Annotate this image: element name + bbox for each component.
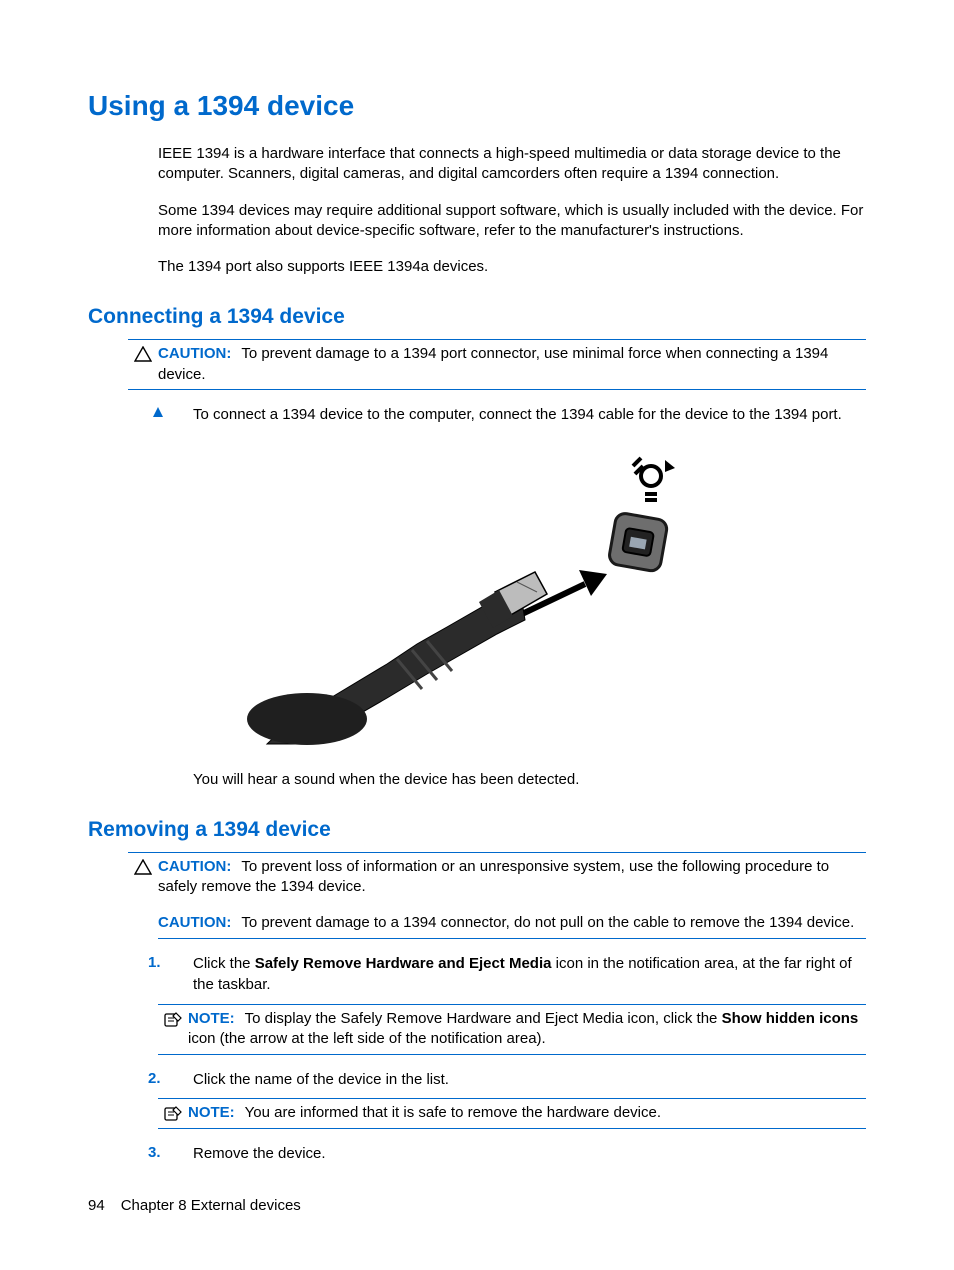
note-text: You are informed that it is safe to remo… xyxy=(245,1104,661,1121)
step-number: 2. xyxy=(148,1069,193,1087)
figure-1394-cable xyxy=(88,444,866,754)
step-after-text: You will hear a sound when the device ha… xyxy=(193,770,866,790)
step-text: Remove the device. xyxy=(193,1143,866,1165)
step-text: Click the name of the device in the list… xyxy=(193,1069,866,1091)
page-title: Using a 1394 device xyxy=(88,90,866,122)
note-block: NOTE: You are informed that it is safe to… xyxy=(158,1098,866,1128)
caution-text: To prevent damage to a 1394 connector, d… xyxy=(241,914,854,931)
note-text-bold: Show hidden icons xyxy=(722,1010,859,1027)
intro-block: IEEE 1394 is a hardware interface that c… xyxy=(158,144,866,277)
step-row: 1. Click the Safely Remove Hardware and … xyxy=(148,953,866,997)
intro-paragraph: IEEE 1394 is a hardware interface that c… xyxy=(158,144,866,185)
caution-triangle-icon xyxy=(134,346,152,362)
step-number: 1. xyxy=(148,953,193,971)
caution-text: To prevent loss of information or an unr… xyxy=(158,858,829,895)
note-label: NOTE: xyxy=(188,1010,235,1027)
caution-block: CAUTION:To prevent loss of information o… xyxy=(128,852,866,902)
caution-block: CAUTION:To prevent damage to a 1394 port… xyxy=(128,339,866,390)
page-footer: 94 Chapter 8 External devices xyxy=(88,1197,866,1214)
caution-label: CAUTION: xyxy=(158,345,231,362)
note-block: NOTE: To display the Safely Remove Hardwa… xyxy=(158,1004,866,1055)
caution-secondary: CAUTION: To prevent damage to a 1394 conn… xyxy=(158,901,866,938)
page-number: 94 xyxy=(88,1197,105,1214)
caution-label: CAUTION: xyxy=(158,914,231,931)
firewire-cable-illustration xyxy=(247,444,707,754)
chapter-label: Chapter 8 External devices xyxy=(121,1197,301,1214)
step-row: 3. Remove the device. xyxy=(148,1143,866,1165)
note-pencil-icon xyxy=(164,1011,182,1027)
note-text-part: icon (the arrow at the left side of the … xyxy=(188,1030,546,1047)
step-row: 2. Click the name of the device in the l… xyxy=(148,1069,866,1091)
step-text: To connect a 1394 device to the computer… xyxy=(193,404,866,426)
note-pencil-icon xyxy=(164,1105,182,1121)
section-heading-connecting: Connecting a 1394 device xyxy=(88,305,866,329)
step-text-bold: Safely Remove Hardware and Eject Media xyxy=(255,955,552,972)
note-label: NOTE: xyxy=(188,1104,235,1121)
step-row: To connect a 1394 device to the computer… xyxy=(148,404,866,426)
note-text-part: To display the Safely Remove Hardware an… xyxy=(245,1010,722,1027)
intro-paragraph: Some 1394 devices may require additional… xyxy=(158,201,866,242)
intro-paragraph: The 1394 port also supports IEEE 1394a d… xyxy=(158,257,866,277)
caution-text: To prevent damage to a 1394 port connect… xyxy=(158,345,828,382)
step-triangle-icon xyxy=(152,406,164,418)
step-number: 3. xyxy=(148,1143,193,1161)
section-heading-removing: Removing a 1394 device xyxy=(88,818,866,842)
caution-triangle-icon xyxy=(134,859,152,875)
step-text: Click the Safely Remove Hardware and Eje… xyxy=(193,953,866,997)
caution-label: CAUTION: xyxy=(158,858,231,875)
step-text-part: Click the xyxy=(193,955,255,972)
